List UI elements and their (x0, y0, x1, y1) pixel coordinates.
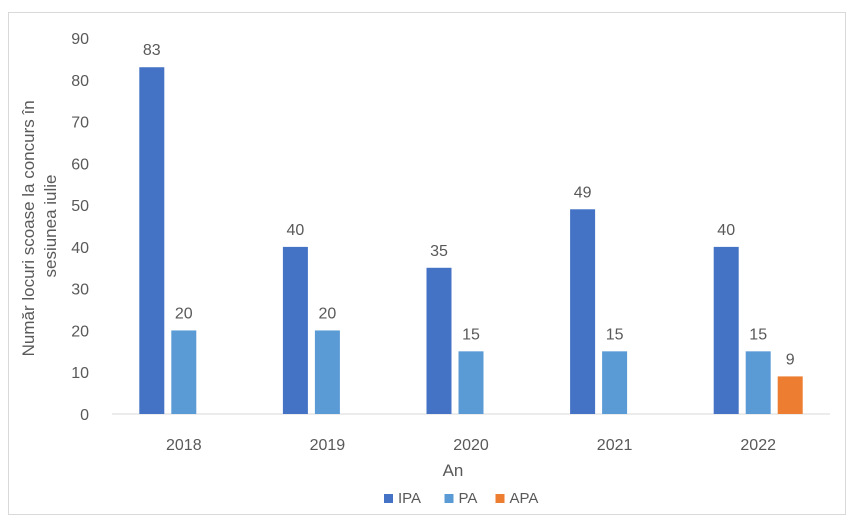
y-tick-label: 90 (71, 31, 89, 48)
y-tick-label: 70 (71, 115, 89, 132)
data-label-pa-2020: 15 (462, 326, 480, 343)
y-tick-label: 20 (71, 323, 89, 340)
bar-ipa-2018 (139, 67, 165, 414)
bar-ipa-2019 (282, 246, 308, 414)
legend-swatch-ipa (384, 494, 393, 503)
y-tick-label: 40 (71, 240, 89, 257)
data-label-pa-2021: 15 (606, 326, 624, 343)
data-label-pa-2019: 20 (319, 305, 337, 322)
y-axis-title: Număr locuri scoase la concurs în sesiun… (19, 96, 60, 357)
legend: IPA PA APA (384, 490, 538, 507)
x-tick-label-2022: 2022 (740, 437, 776, 454)
legend-label-ipa: IPA (398, 490, 421, 507)
bar-pa-2021 (602, 351, 628, 414)
data-label-ipa-2019: 40 (287, 222, 305, 239)
x-axis-title: An (443, 461, 464, 480)
y-tick-label: 50 (71, 198, 89, 215)
data-label-ipa-2018: 83 (143, 42, 161, 59)
data-label-ipa-2022: 40 (717, 222, 735, 239)
y-tick-label: 10 (71, 365, 89, 382)
bar-pa-2020 (458, 351, 484, 414)
bar-ipa-2021 (570, 209, 596, 414)
bar-apa-2022 (777, 376, 803, 414)
category-labels: 2018 2019 2020 2021 2022 (166, 437, 776, 454)
legend-swatch-pa (444, 494, 454, 503)
data-label-pa-2018: 20 (175, 305, 193, 322)
legend-label-pa: PA (459, 490, 478, 507)
y-axis-title-line-2: sesiunea iulie (41, 174, 60, 277)
bar-pa-2019 (314, 330, 340, 414)
bar-pa-2018 (171, 330, 197, 414)
bar-ipa-2020 (426, 267, 452, 414)
data-label-ipa-2021: 49 (574, 184, 592, 201)
bar-ipa-2022 (713, 246, 739, 414)
y-axis-ticks: 0 10 20 30 40 50 60 70 80 90 (71, 31, 89, 424)
legend-swatch-apa (495, 494, 505, 503)
x-tick-label-2021: 2021 (597, 437, 633, 454)
x-tick-label-2019: 2019 (310, 437, 346, 454)
x-tick-label-2020: 2020 (453, 437, 489, 454)
legend-label-apa: APA (510, 490, 539, 507)
y-axis-title-line-1: Număr locuri scoase la concurs în (19, 100, 38, 356)
x-tick-label-2018: 2018 (166, 437, 202, 454)
y-tick-label: 80 (71, 73, 89, 90)
bars (139, 67, 803, 414)
data-label-pa-2022: 15 (749, 326, 767, 343)
y-tick-label: 0 (80, 407, 89, 424)
data-label-ipa-2020: 35 (430, 243, 448, 260)
bar-pa-2022 (745, 351, 771, 414)
data-labels: 83 20 40 20 35 15 49 15 40 15 9 (143, 42, 795, 368)
y-tick-label: 60 (71, 156, 89, 173)
y-tick-label: 30 (71, 282, 89, 299)
data-label-apa-2022: 9 (786, 351, 795, 368)
